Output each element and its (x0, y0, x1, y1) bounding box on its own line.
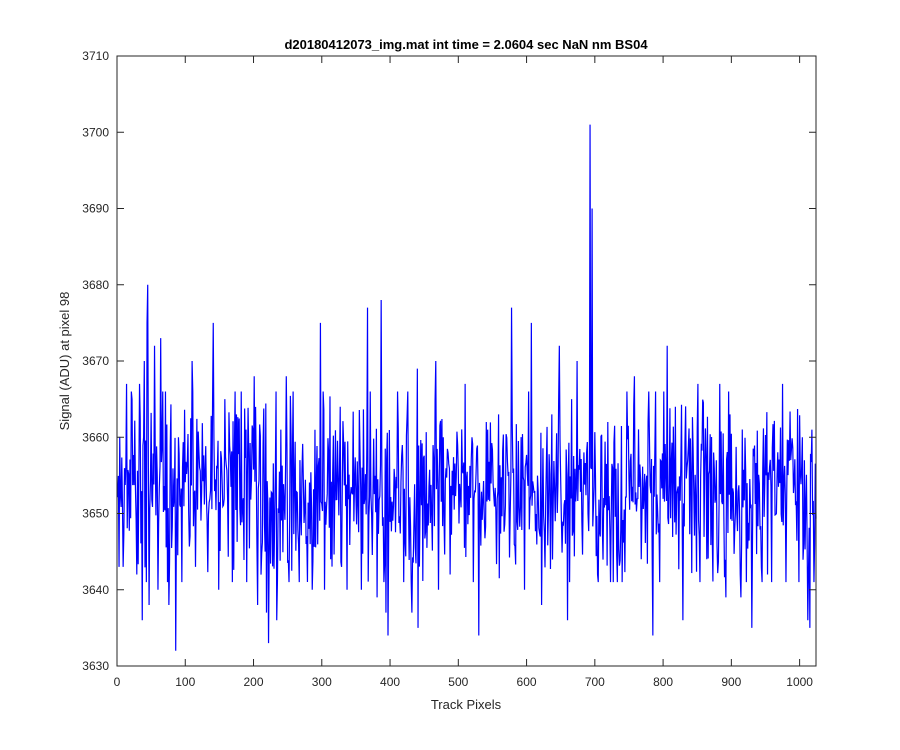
x-tick-label: 100 (175, 675, 195, 689)
axis-ticks: 0 100 200 300 400 500 600 700 800 900 1000 3630 3640… (82, 49, 816, 689)
y-tick-label: 3660 (82, 430, 109, 444)
y-tick-label: 3670 (82, 354, 109, 368)
x-tick-label: 800 (653, 675, 673, 689)
y-tick-label: 3700 (82, 125, 109, 139)
y-tick-label: 3640 (82, 583, 109, 597)
x-tick-label: 700 (585, 675, 605, 689)
plot-area-frame (116, 55, 817, 667)
y-tick-label: 3630 (82, 659, 109, 673)
x-tick-label: 0 (114, 675, 121, 689)
x-tick-label: 500 (448, 675, 468, 689)
x-tick-label: 900 (721, 675, 741, 689)
y-tick-label: 3680 (82, 278, 109, 292)
y-tick-label: 3710 (82, 49, 109, 63)
chart-title: d20180412073_img.mat int time = 2.0604 s… (284, 37, 648, 52)
y-tick-label: 3650 (82, 507, 109, 521)
signal-series-line (117, 124, 817, 651)
x-tick-label: 1000 (786, 675, 813, 689)
y-axis-label: Signal (ADU) at pixel 98 (57, 292, 72, 431)
x-tick-label: 600 (517, 675, 537, 689)
x-tick-label: 400 (380, 675, 400, 689)
x-tick-label: 300 (312, 675, 332, 689)
x-tick-label: 200 (244, 675, 264, 689)
x-axis-label: Track Pixels (431, 697, 502, 712)
y-tick-label: 3690 (82, 202, 109, 216)
